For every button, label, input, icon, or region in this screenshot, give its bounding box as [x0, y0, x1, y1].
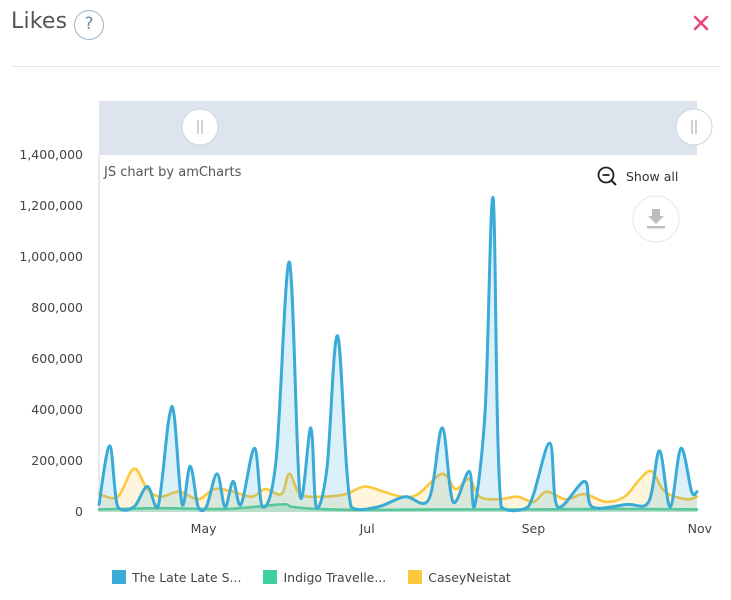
panel-header: Likes ? [0, 0, 731, 66]
y-tick-label: 1,200,000 [19, 198, 83, 213]
series-0 [97, 196, 699, 513]
y-tick-label: 200,000 [31, 453, 83, 468]
x-tick-label: May [191, 521, 217, 536]
y-tick-label: 800,000 [31, 300, 83, 315]
series-line [97, 503, 699, 512]
legend-swatch [263, 570, 278, 584]
chart-legend: The Late Late S... Indigo Travelle... Case… [112, 567, 533, 587]
legend-item[interactable]: The Late Late S... [112, 570, 241, 585]
page-title: Likes [11, 9, 68, 34]
legend-label: CaseyNeistat [428, 569, 511, 585]
grip-handle-icon[interactable] [181, 108, 219, 146]
series-area [99, 468, 697, 512]
y-tick-label: 400,000 [31, 402, 83, 417]
show-all-button[interactable]: Show all [597, 166, 679, 186]
show-all-label: Show all [626, 169, 678, 184]
chart-credit: JS chart by amCharts [103, 165, 242, 180]
x-tick-label: Jul [359, 521, 375, 536]
close-x-icon[interactable] [691, 10, 713, 36]
legend-swatch [408, 570, 423, 584]
y-tick-label: 600,000 [31, 351, 83, 366]
series-line [97, 196, 699, 513]
series-area [99, 197, 697, 512]
header-divider [12, 66, 720, 67]
legend-swatch [112, 570, 126, 584]
close-x-glyph [693, 15, 709, 31]
zoom-out-icon [597, 166, 617, 186]
y-tick-label: 1,400,000 [19, 147, 83, 162]
legend-item[interactable]: Indigo Travelle... [263, 570, 386, 585]
legend-item[interactable]: CaseyNeistat [408, 569, 511, 585]
y-tick-label: 0 [75, 504, 83, 519]
question-circle-icon[interactable]: ? [74, 10, 104, 40]
download-icon[interactable] [632, 195, 680, 243]
grip-handle-icon[interactable] [675, 108, 713, 146]
x-tick-label: Sep [522, 521, 546, 536]
x-tick-label: Nov [688, 521, 713, 536]
legend-label: Indigo Travelle... [283, 569, 387, 585]
legend-label: The Late Late S... [132, 569, 242, 585]
y-tick-label: 1,000,000 [19, 249, 83, 264]
series-1 [97, 503, 699, 512]
